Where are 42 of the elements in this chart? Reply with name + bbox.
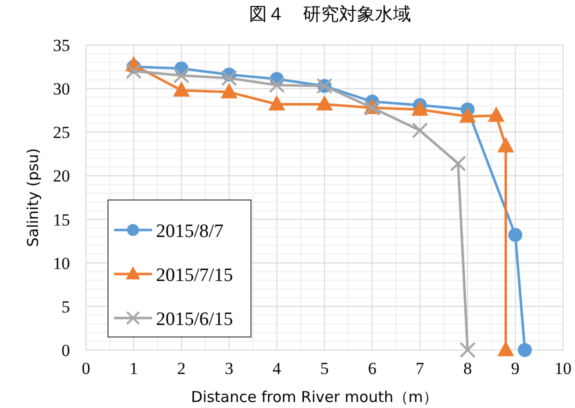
y-tick-label: 20 bbox=[53, 166, 70, 186]
point bbox=[173, 81, 190, 97]
point bbox=[268, 77, 285, 94]
y-tick-label: 25 bbox=[53, 123, 70, 142]
point bbox=[460, 342, 476, 358]
x-tick-label: 4 bbox=[272, 359, 282, 378]
x-tick-label: 9 bbox=[511, 359, 520, 378]
y-tick-label: 5 bbox=[62, 297, 70, 316]
point bbox=[173, 68, 190, 84]
y-tick-label: 15 bbox=[53, 210, 70, 230]
point bbox=[412, 100, 428, 116]
legend-label: 2015/7/15 bbox=[156, 265, 234, 286]
point bbox=[220, 82, 238, 98]
point bbox=[450, 156, 466, 172]
x-tick-label: 3 bbox=[224, 359, 234, 378]
point bbox=[268, 95, 286, 111]
y-tick-label: 0 bbox=[62, 341, 70, 360]
point bbox=[497, 136, 514, 152]
x-tick-label: 0 bbox=[82, 359, 90, 378]
point bbox=[316, 95, 333, 111]
y-axis-title: Salinity (psu) bbox=[24, 148, 42, 247]
x-axis-title: Distance from River mouth（m） bbox=[191, 388, 438, 406]
legend-label: 2015/6/15 bbox=[156, 309, 234, 330]
point bbox=[459, 107, 476, 123]
x-tick-label: 5 bbox=[320, 359, 329, 378]
x-tick-label: 1 bbox=[129, 359, 138, 378]
x-tick-label: 10 bbox=[554, 359, 572, 378]
y-tick-label: 30 bbox=[53, 80, 70, 99]
y-tick-label: 35 bbox=[53, 36, 70, 55]
y-tick-label: 10 bbox=[53, 254, 70, 273]
point bbox=[412, 122, 428, 138]
point bbox=[221, 70, 238, 86]
x-tick-label: 2 bbox=[177, 359, 186, 378]
point bbox=[518, 343, 532, 357]
title: 図４ 研究対象水域 bbox=[249, 4, 411, 25]
legend-label: 2015/8/7 bbox=[156, 221, 224, 242]
point bbox=[488, 106, 505, 122]
x-tick-label: 6 bbox=[368, 359, 376, 378]
point bbox=[126, 63, 142, 80]
x-tick-label: 7 bbox=[416, 359, 425, 378]
x-tick-label: 8 bbox=[463, 359, 472, 378]
point bbox=[508, 228, 522, 242]
